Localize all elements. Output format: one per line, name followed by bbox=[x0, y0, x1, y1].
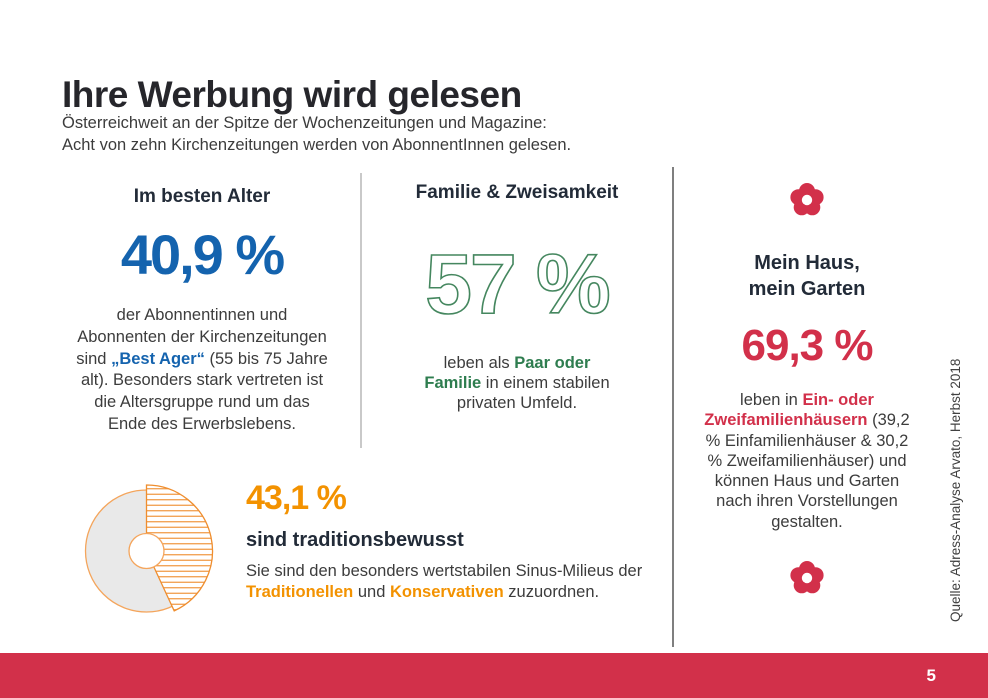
footer-bar: 5 bbox=[0, 653, 988, 698]
stat-haus-heading-line2: mein Garten bbox=[748, 278, 866, 300]
stat-familie-text: leben als Paar oder Familie in einem sta… bbox=[424, 354, 610, 413]
flower-icon bbox=[790, 560, 824, 594]
stat-haus-text: leben in Ein- oder Zweifamilienhäusern (… bbox=[704, 391, 910, 531]
tradition-donut-chart bbox=[84, 484, 214, 613]
page-title: Ihre Werbung wird gelesen bbox=[62, 73, 522, 115]
stat-haus-heading: Mein Haus, mein Garten bbox=[689, 250, 925, 302]
source-note: Quelle: Adress-Analyse Arvato, Herbst 20… bbox=[948, 358, 963, 622]
stat-tradition-heading: sind traditionsbewusst bbox=[246, 529, 464, 551]
stat-tradition-value: 43,1 % bbox=[246, 479, 347, 517]
stat-best-ager-value: 40,9 % bbox=[120, 223, 285, 286]
donut-hole bbox=[128, 532, 165, 570]
stat-best-ager-text: der Abonnentinnen und Abonnenten der Kir… bbox=[76, 306, 328, 433]
column-divider-left bbox=[360, 173, 362, 448]
page-number: 5 bbox=[926, 666, 936, 685]
page-subtitle: Österreichweit an der Spitze der Wochenz… bbox=[62, 112, 571, 156]
stat-haus-value: 69,3 % bbox=[741, 321, 874, 370]
stat-haus-heading-line1: Mein Haus, bbox=[754, 252, 860, 274]
flower-icon bbox=[790, 183, 824, 216]
stat-haus-garten: Mein Haus, mein Garten 69,3 % leben in E… bbox=[689, 180, 925, 598]
stat-best-ager: Im besten Alter 40,9 % der Abonnentinnen… bbox=[62, 185, 342, 436]
stat-tradition: 43,1 % sind traditionsbewusst Sie sind d… bbox=[246, 480, 676, 619]
stat-familie-value-outline: 57 % bbox=[424, 236, 611, 327]
stat-familie-value: 57 % bbox=[425, 237, 609, 327]
stat-familie: Familie & Zweisamkeit 57 % leben als Paa… bbox=[397, 181, 637, 413]
donut-highlight-slice bbox=[145, 484, 214, 612]
stat-best-ager-heading: Im besten Alter bbox=[133, 186, 271, 207]
subtitle-line-2: Acht von zehn Kirchenzeitungen werden vo… bbox=[62, 136, 572, 154]
subtitle-line-1: Österreichweit an der Spitze der Wochenz… bbox=[62, 114, 547, 132]
column-divider-right bbox=[672, 167, 674, 647]
stat-familie-heading: Familie & Zweisamkeit bbox=[415, 182, 619, 203]
stat-tradition-text: Sie sind den besonders wertstabilen Sinu… bbox=[246, 562, 643, 601]
